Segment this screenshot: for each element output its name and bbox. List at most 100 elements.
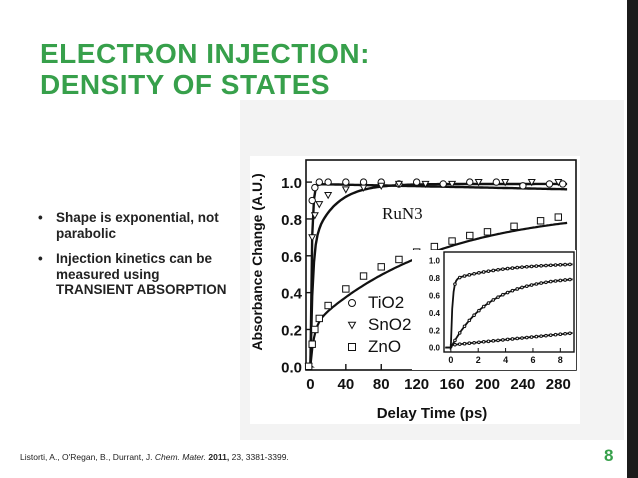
- inset-curve-zno-point: [505, 337, 510, 342]
- data-point-zno: [311, 325, 319, 334]
- inset-curve-zno-point: [563, 331, 567, 336]
- inset-curve-zno-point: [529, 335, 534, 339]
- inset-curve-tio2-point: [457, 275, 462, 280]
- inset-curve-sno2-point: [453, 338, 457, 343]
- data-point-zno: [510, 222, 518, 231]
- y-tick-label: 1.0: [281, 175, 302, 192]
- inset-curve-zno-point: [524, 335, 529, 340]
- inset-curve-sno2-point: [510, 288, 515, 293]
- right-edge-bar: [627, 0, 638, 478]
- data-point-zno: [308, 340, 316, 348]
- data-point-tio2: [439, 180, 447, 188]
- inset-curve-zno-point: [457, 342, 462, 346]
- bullet-item: Injection kinetics can be measured using…: [34, 251, 234, 298]
- x-tick-label: 280: [546, 376, 571, 393]
- inset-y-tick-label: 0.2: [429, 326, 441, 335]
- data-point-zno: [448, 237, 456, 245]
- inset-curve-zno-point: [539, 334, 543, 338]
- inset-x-tick-label: 8: [558, 355, 563, 365]
- inset-curve-sno2-point: [501, 292, 505, 297]
- inset-curve-sno2-point: [491, 298, 496, 302]
- inset-curve-tio2-point: [563, 262, 567, 267]
- inset-curve-zno-point: [520, 336, 524, 340]
- inset-curve-tio2-point: [505, 266, 510, 271]
- inset-curve-sno2-point: [472, 313, 476, 318]
- data-point-sno2: [554, 179, 563, 187]
- data-point-sno2: [501, 179, 510, 187]
- inset-curve-zno-point: [481, 339, 486, 344]
- inset-curve-zno-point: [553, 332, 558, 337]
- title-line-1: ELECTRON INJECTION:: [40, 38, 370, 69]
- page-number: 8: [604, 446, 614, 465]
- inset-curve-tio2-point: [477, 271, 481, 275]
- inset-curve-zno-point: [501, 338, 505, 342]
- x-tick-label: 200: [475, 376, 500, 393]
- data-point-sno2: [359, 184, 368, 192]
- inset-curve-sno2-point: [467, 318, 472, 323]
- inset-y-tick-label: 0.8: [429, 274, 441, 283]
- inset-y-tick-label: 1.0: [429, 257, 441, 266]
- inset-curve-tio2-point: [520, 265, 524, 269]
- x-tick-label: 240: [510, 376, 535, 393]
- inset-x-tick-label: 0: [448, 355, 453, 365]
- legend-label-tio2: TiO2: [368, 293, 404, 312]
- inset-curve-zno-point: [496, 338, 500, 343]
- inset-curve-zno-point: [486, 339, 491, 344]
- inset-curve-tio2-point: [534, 264, 539, 268]
- inset-curve-tio2-point: [515, 265, 520, 270]
- inset-curve-tio2-point: [491, 268, 496, 273]
- inset-curve-zno-point: [548, 333, 553, 337]
- inset-curve-tio2-point: [510, 266, 515, 270]
- inset-y-tick-label: 0.6: [429, 291, 441, 300]
- data-point-zno: [554, 213, 562, 221]
- data-point-tio2: [492, 178, 501, 186]
- inset-x-tick-label: 6: [530, 355, 535, 365]
- inset-curve-tio2-point: [501, 267, 505, 271]
- data-point-sno2: [474, 179, 483, 187]
- inset-curve-sno2-point: [515, 287, 520, 291]
- legend-marker-sno2: [347, 321, 357, 330]
- inset-curve-tio2-point: [472, 272, 476, 276]
- x-tick-label: 40: [337, 376, 354, 393]
- inset-curve-sno2-point: [524, 284, 529, 288]
- data-point-tio2: [519, 182, 527, 190]
- legend-marker-tio2: [348, 299, 356, 307]
- inset-curve-tio2-point: [553, 263, 558, 267]
- data-point-zno: [483, 228, 492, 236]
- inset-curve-sno2-point: [534, 282, 539, 286]
- data-point-sno2: [324, 191, 333, 200]
- inset-curve-sno2-point: [486, 301, 491, 305]
- inset-curve-sno2-point: [558, 278, 563, 283]
- inset-curve-sno2-point: [539, 281, 543, 285]
- inset-curve-zno-point: [477, 340, 481, 345]
- data-point-tio2: [545, 180, 554, 188]
- inset-curve-zno-point: [472, 340, 476, 345]
- legend-label-zno: ZnO: [368, 337, 401, 356]
- y-tick-label: 0.0: [281, 359, 302, 376]
- data-point-zno: [395, 255, 403, 264]
- inset-curve-zno-point: [491, 339, 496, 343]
- data-point-sno2: [448, 180, 457, 189]
- data-point-tio2: [342, 178, 350, 186]
- inset-curve-sno2-point: [477, 308, 481, 313]
- inset-curve-sno2-point: [520, 285, 524, 290]
- data-point-sno2: [341, 186, 350, 194]
- inset-curve-tio2-point: [524, 264, 529, 269]
- legend-marker-zno: [348, 343, 356, 351]
- inset-curve-sno2-point: [505, 290, 510, 295]
- inset-curve-sno2-point: [553, 279, 558, 283]
- y-tick-label: 0.2: [281, 322, 302, 339]
- data-point-sno2: [421, 180, 430, 189]
- data-point-sno2: [315, 201, 324, 209]
- citation-journal: Chem. Mater.: [154, 452, 207, 462]
- y-tick-label: 0.4: [281, 286, 303, 303]
- citation-year: 2011,: [208, 452, 230, 462]
- inset-curve-sno2-point: [563, 278, 567, 282]
- inset-x-tick-label: 2: [476, 355, 481, 365]
- inset-curve-tio2-point: [481, 270, 486, 274]
- data-point-tio2: [308, 196, 316, 205]
- bullet-item: Shape is exponential, not parabolic: [34, 210, 234, 241]
- data-point-zno: [324, 301, 332, 310]
- y-tick-label: 0.6: [281, 249, 302, 266]
- citation: Listorti, A., O'Regan, B., Durrant, J. C…: [20, 452, 289, 462]
